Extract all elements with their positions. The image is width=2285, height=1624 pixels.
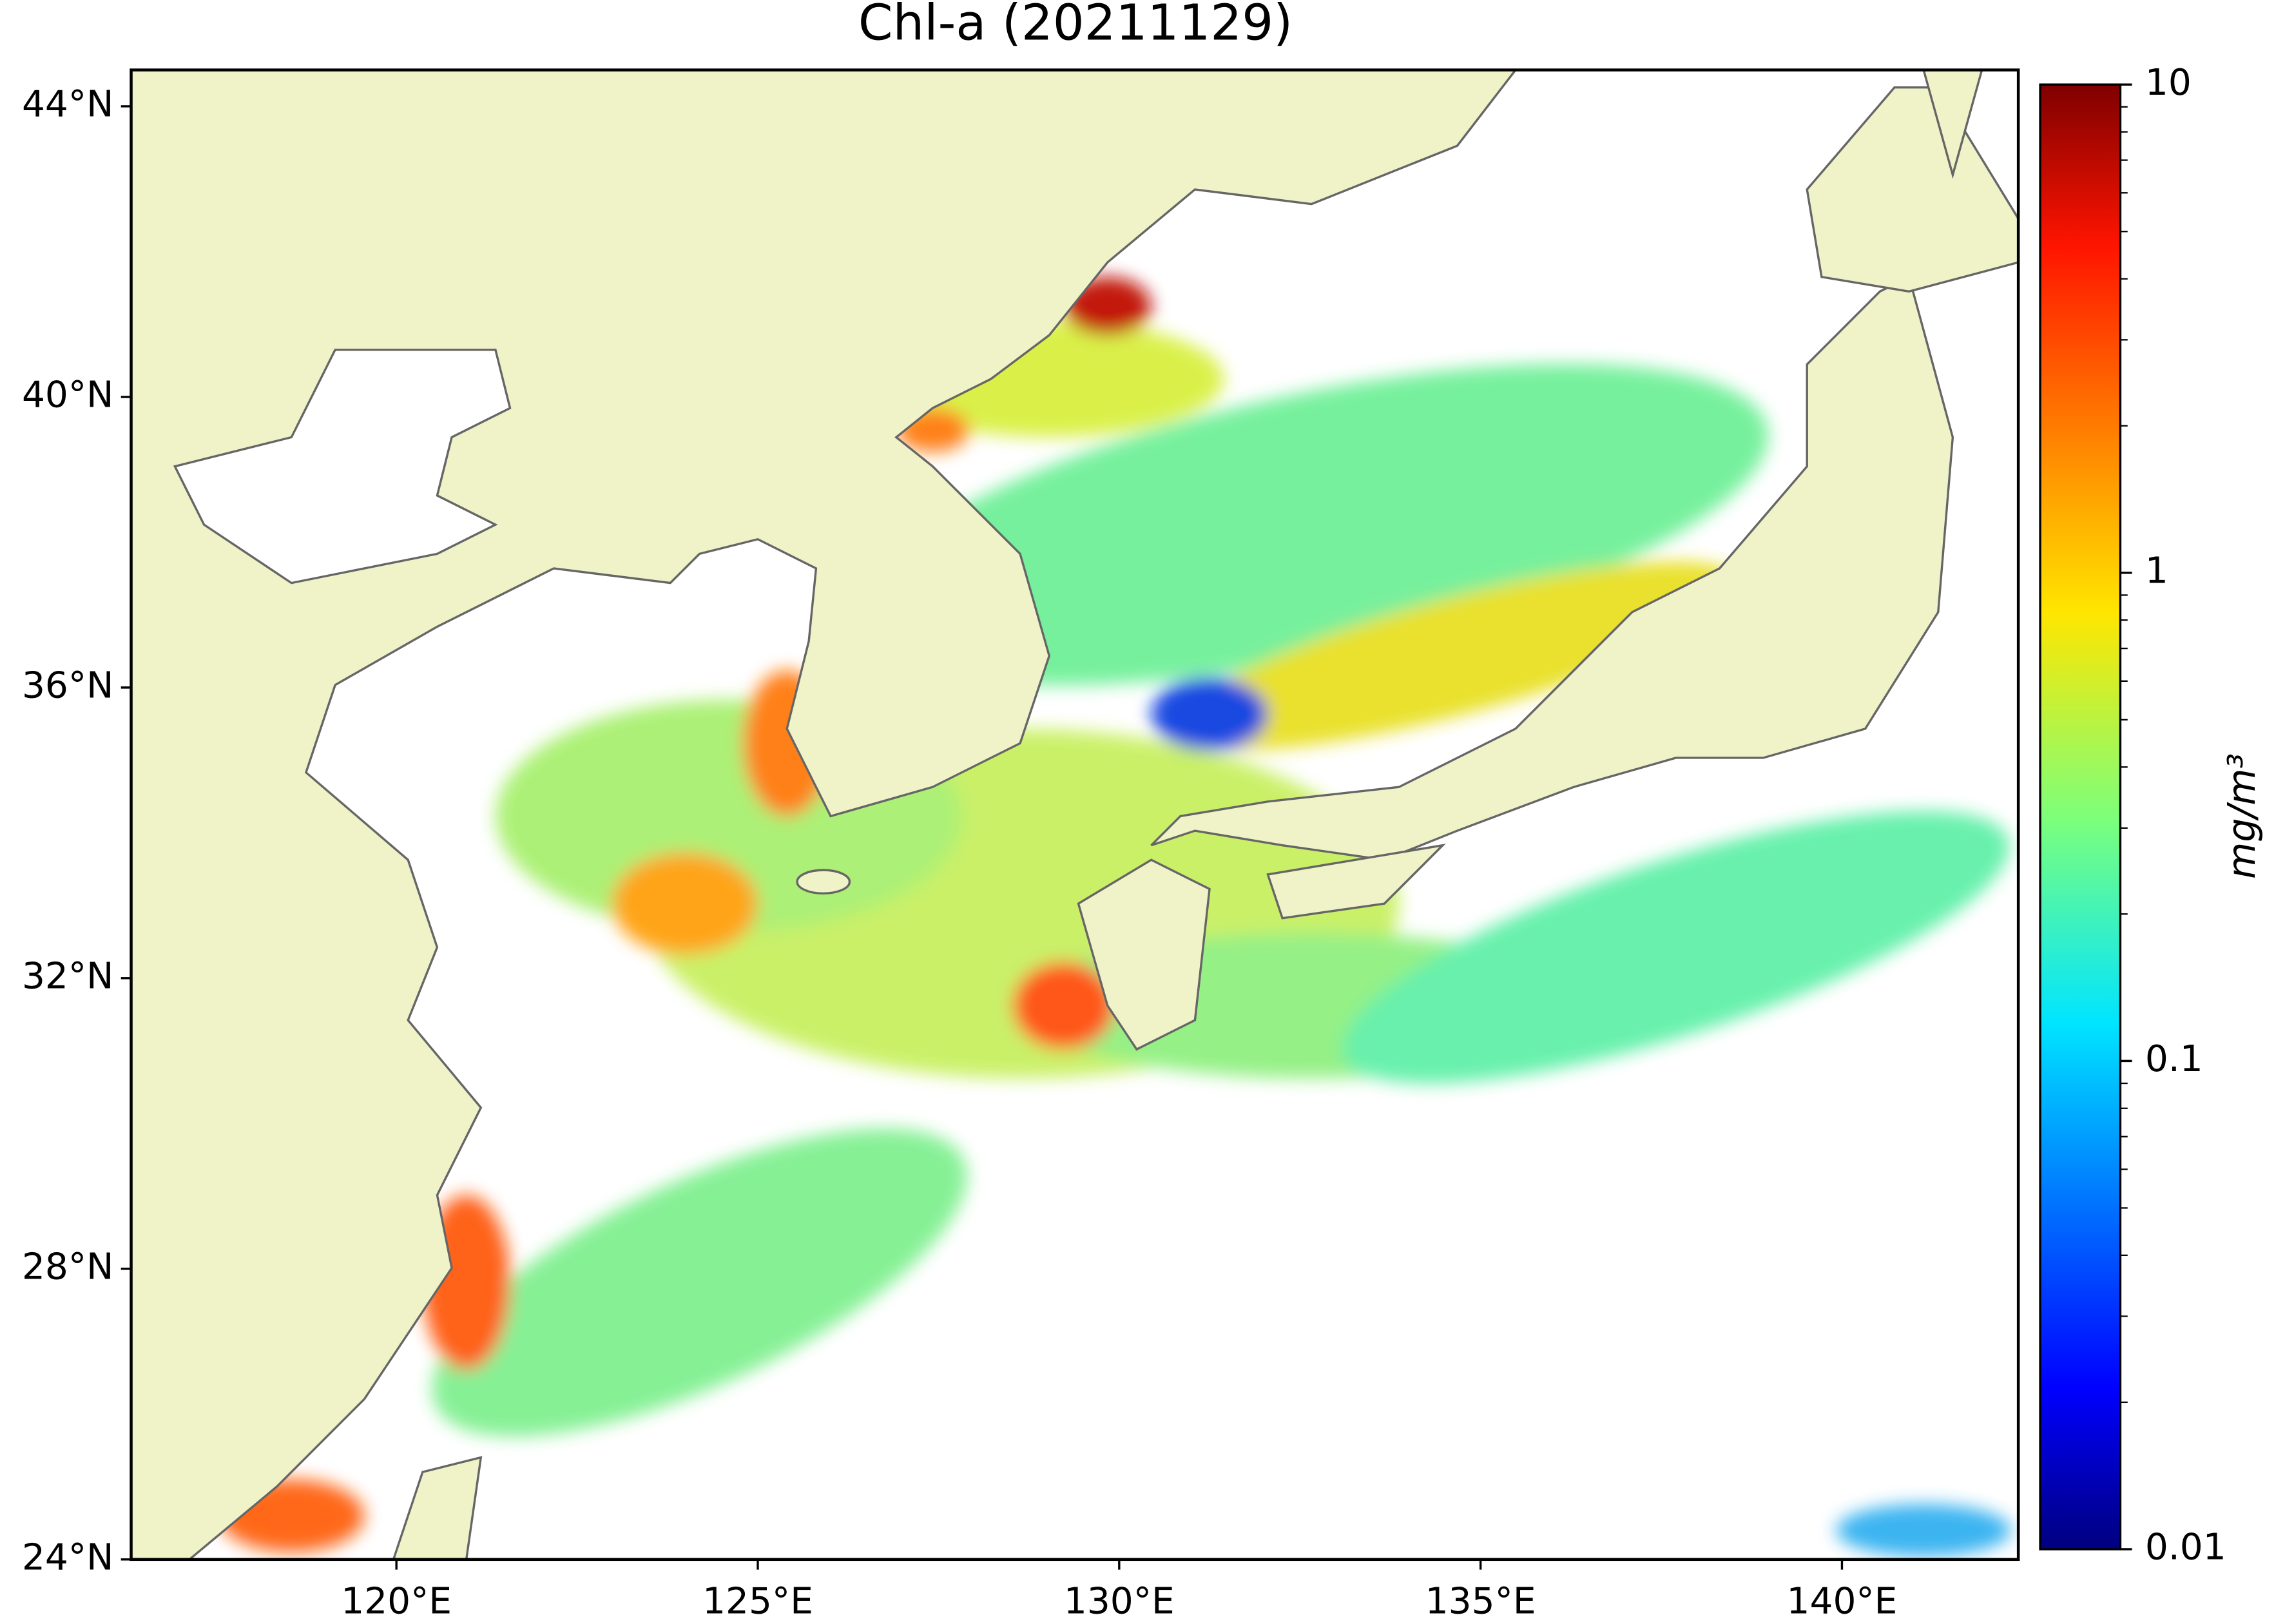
- bohai-sea: [173, 349, 512, 585]
- map-area: [131, 70, 2019, 1560]
- taiwan: [392, 1456, 483, 1560]
- x-tick-label: 125°E: [702, 1580, 813, 1622]
- mainland: [131, 70, 1518, 1560]
- colorbar: [2039, 83, 2122, 1551]
- kyushu: [1077, 858, 1211, 1051]
- colorbar-tick-label: 10: [2145, 62, 2192, 104]
- x-tick-label: 140°E: [1787, 1580, 1898, 1622]
- sakhalin: [1922, 70, 1983, 179]
- x-tick-label: 135°E: [1425, 1580, 1536, 1622]
- y-tick-label: 24°N: [22, 1536, 113, 1578]
- colorbar-tick-label: 0.01: [2145, 1527, 2226, 1569]
- x-tick-label: 120°E: [341, 1580, 452, 1622]
- shikoku: [1266, 844, 1446, 920]
- y-tick-label: 28°N: [22, 1246, 113, 1288]
- hokkaido: [1806, 86, 2019, 293]
- x-tick-label: 130°E: [1064, 1580, 1175, 1622]
- colorbar-label: mg/m³: [2219, 753, 2264, 879]
- jeju: [796, 869, 851, 894]
- map-frame: [130, 68, 2020, 1561]
- colorbar-tick-label: 0.1: [2145, 1038, 2203, 1080]
- y-tick-label: 40°N: [22, 374, 113, 416]
- y-tick-label: 32°N: [22, 955, 113, 997]
- y-tick-label: 36°N: [22, 665, 113, 707]
- honshu: [1150, 275, 1954, 862]
- colorbar-tick-label: 1: [2145, 550, 2168, 592]
- y-tick-label: 44°N: [22, 84, 113, 126]
- chart-title: Chl-a (20211129): [858, 0, 1293, 52]
